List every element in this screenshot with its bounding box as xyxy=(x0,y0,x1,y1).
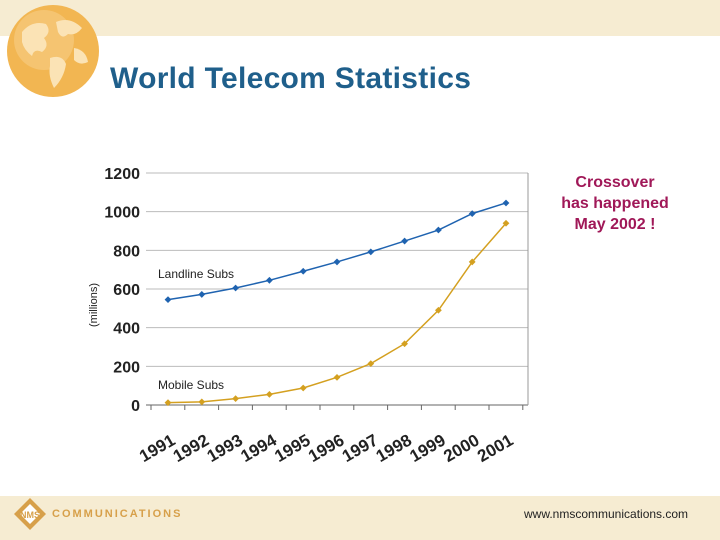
landline-point xyxy=(266,276,273,284)
y-tick-label: 1000 xyxy=(104,205,140,222)
y-tick-label: 200 xyxy=(113,359,140,376)
mobile-point xyxy=(333,373,341,381)
y-tick-label: 0 xyxy=(131,398,140,415)
callout-line-3: May 2002 ! xyxy=(574,216,656,233)
landline-point xyxy=(468,210,476,217)
landline-point xyxy=(232,284,239,292)
mobile-point xyxy=(401,340,408,348)
bottom-band xyxy=(0,496,720,540)
mobile-point xyxy=(435,306,442,314)
y-tick-label: 400 xyxy=(113,321,140,338)
logo-text: COMMUNICATIONS xyxy=(52,508,183,520)
landline-point xyxy=(299,267,307,275)
landline-point xyxy=(164,296,172,304)
landline-series-label: Landline Subs xyxy=(158,267,234,281)
landline-point xyxy=(435,226,442,234)
logo-letters: NMS xyxy=(20,510,40,520)
page-title: World Telecom Statistics xyxy=(110,62,472,95)
x-tick-label: 2001 xyxy=(474,431,516,466)
landline-point xyxy=(401,237,408,245)
y-tick-label: 800 xyxy=(113,243,140,260)
mobile-series-label: Mobile Subs xyxy=(158,378,224,392)
mobile-point xyxy=(198,398,206,406)
top-band xyxy=(0,0,720,36)
landline-point xyxy=(367,248,375,256)
y-tick-label: 600 xyxy=(113,282,140,299)
mobile-point xyxy=(468,258,476,266)
crossover-callout: Crossover has happened May 2002 ! xyxy=(540,172,690,235)
website-link: www.nmscommunications.com xyxy=(524,507,689,521)
mobile-point xyxy=(266,390,273,398)
callout-line-1: Crossover xyxy=(575,174,655,191)
callout-line-2: has happened xyxy=(561,195,669,212)
mobile-point xyxy=(232,395,239,403)
mobile-point xyxy=(299,384,307,392)
mobile-point xyxy=(502,219,510,227)
landline-point xyxy=(502,199,510,207)
mobile-point xyxy=(164,399,172,407)
y-axis-label: (millions) xyxy=(88,283,100,327)
globe-icon xyxy=(7,5,99,97)
nms-logo-icon: NMS xyxy=(14,498,46,530)
landline-point xyxy=(198,291,206,298)
y-tick-label: 1200 xyxy=(104,166,140,183)
mobile-point xyxy=(367,360,375,368)
landline-point xyxy=(333,258,341,266)
